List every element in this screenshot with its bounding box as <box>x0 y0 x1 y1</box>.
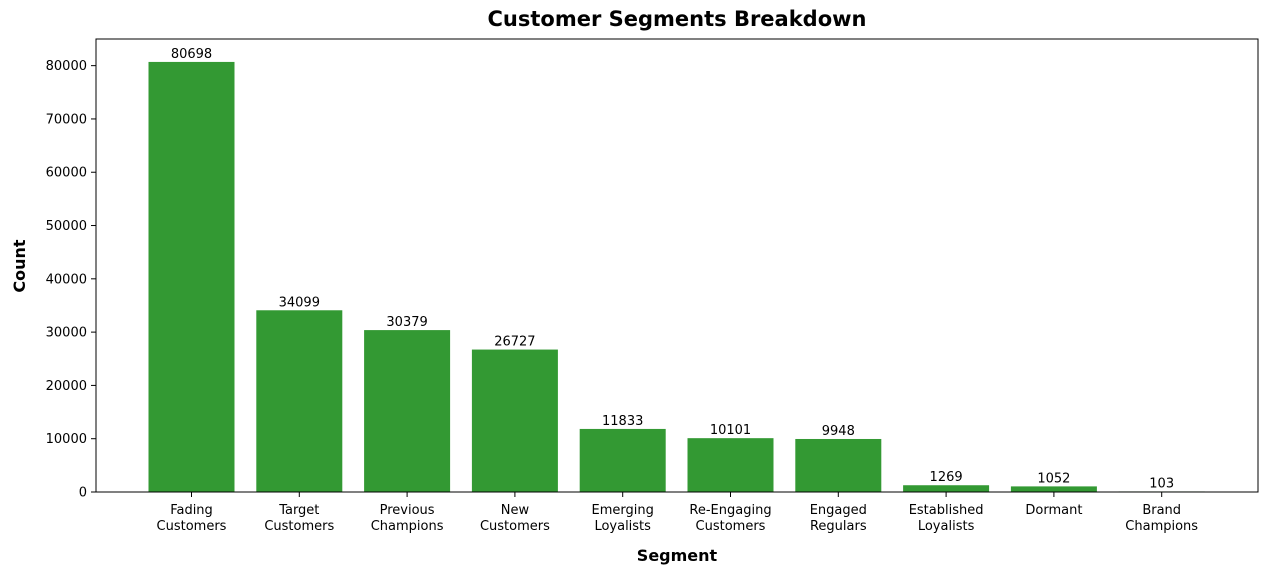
bar-value-label: 34099 <box>279 295 320 310</box>
bar <box>795 438 882 492</box>
y-tick-label: 40000 <box>46 272 87 287</box>
bar-value-label: 26727 <box>494 335 535 350</box>
bar-value-label: 80698 <box>171 47 212 62</box>
bar-value-label: 103 <box>1149 476 1174 491</box>
x-tick-label: Fading <box>170 503 213 518</box>
x-tick-label: Target <box>278 503 319 518</box>
x-tick-label: Customers <box>696 519 766 534</box>
x-tick-label: Customers <box>480 519 550 534</box>
x-tick-label: Customers <box>157 519 227 534</box>
bar <box>579 428 666 492</box>
y-tick-label: 30000 <box>46 326 87 341</box>
bar <box>687 438 774 492</box>
y-tick-label: 50000 <box>46 219 87 234</box>
bar-value-labels: 80698 34099 30379 26727 11833 10101 9948 1269 10… <box>171 47 1174 492</box>
bar <box>1010 486 1097 492</box>
bar-value-label: 9948 <box>822 424 855 439</box>
x-tick-label: Established <box>909 503 984 518</box>
x-tick-label: New <box>501 503 530 518</box>
plot-frame <box>95 38 1259 493</box>
bar <box>256 310 343 492</box>
y-tick-label: 60000 <box>46 166 87 181</box>
bar-value-label: 11833 <box>602 414 643 429</box>
bar-value-label: 30379 <box>386 315 427 330</box>
x-tick-label: Loyalists <box>594 519 651 534</box>
y-tick-label: 10000 <box>46 432 87 447</box>
y-tick-label: 70000 <box>46 112 87 127</box>
bar <box>471 349 558 492</box>
bar-value-label: 1052 <box>1037 471 1070 486</box>
x-axis-ticks: FadingCustomersTargetCustomersPreviousCh… <box>157 492 1198 534</box>
bar-value-label: 1269 <box>930 470 963 485</box>
bar <box>903 485 990 492</box>
y-tick-label: 0 <box>79 486 87 501</box>
bar <box>148 61 235 493</box>
x-tick-label: Loyalists <box>918 519 975 534</box>
y-axis-label: Count <box>10 239 29 293</box>
bars <box>148 61 1205 493</box>
x-tick-label: Dormant <box>1025 503 1082 518</box>
x-tick-label: Champions <box>1125 519 1198 534</box>
x-axis-label: Segment <box>637 546 718 565</box>
x-tick-label: Previous <box>380 503 435 518</box>
y-tick-label: 20000 <box>46 379 87 394</box>
x-tick-label: Champions <box>371 519 444 534</box>
chart-title: Customer Segments Breakdown <box>488 7 867 31</box>
x-tick-label: Customers <box>264 519 334 534</box>
x-tick-label: Engaged <box>810 503 867 518</box>
bar-value-label: 10101 <box>710 423 751 438</box>
x-tick-label: Re-Engaging <box>689 503 771 518</box>
y-axis-ticks: 0 10000 20000 30000 40000 50000 60000 70000 8000… <box>46 59 96 501</box>
x-tick-label: Regulars <box>810 519 867 534</box>
x-tick-label: Emerging <box>592 503 654 518</box>
y-tick-label: 80000 <box>46 59 87 74</box>
bar <box>364 330 451 492</box>
x-tick-label: Brand <box>1142 503 1181 518</box>
